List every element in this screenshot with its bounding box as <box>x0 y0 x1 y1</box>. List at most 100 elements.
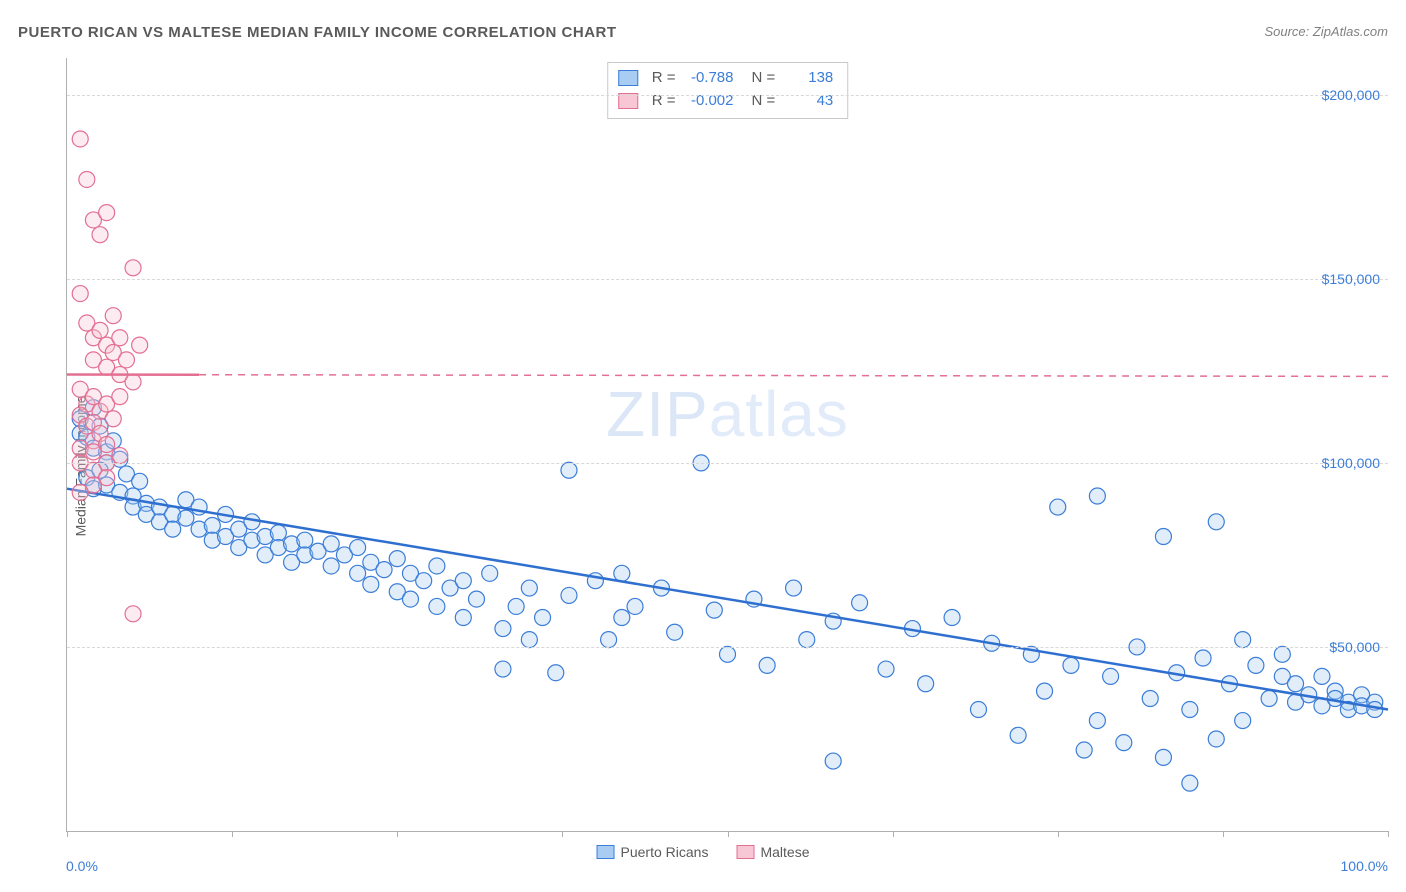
data-point <box>1076 742 1092 758</box>
data-point <box>1208 731 1224 747</box>
data-point <box>1248 657 1264 673</box>
data-point <box>112 389 128 405</box>
data-point <box>1182 702 1198 718</box>
x-axis-min-label: 0.0% <box>66 858 98 874</box>
data-point <box>1116 735 1132 751</box>
data-point <box>297 532 313 548</box>
data-point <box>614 565 630 581</box>
data-point <box>720 646 736 662</box>
source-attribution: Source: ZipAtlas.com <box>1264 24 1388 39</box>
data-point <box>1010 727 1026 743</box>
data-point <box>244 514 260 530</box>
data-point <box>627 598 643 614</box>
data-point <box>376 562 392 578</box>
y-tick-label: $150,000 <box>1322 271 1380 287</box>
data-point <box>105 411 121 427</box>
data-point <box>535 610 551 626</box>
data-point <box>495 621 511 637</box>
data-point <box>482 565 498 581</box>
data-point <box>469 591 485 607</box>
data-point <box>1261 690 1277 706</box>
data-point <box>125 606 141 622</box>
x-tick <box>562 831 563 837</box>
data-point <box>508 598 524 614</box>
data-point <box>759 657 775 673</box>
data-point <box>1288 676 1304 692</box>
legend-item: Maltese <box>736 844 809 860</box>
data-point <box>706 602 722 618</box>
data-point <box>1367 702 1383 718</box>
data-point <box>970 702 986 718</box>
data-point <box>878 661 894 677</box>
data-point <box>402 591 418 607</box>
series-legend: Puerto Ricans Maltese <box>597 844 810 860</box>
x-axis-max-label: 100.0% <box>1341 858 1388 874</box>
trend-line <box>199 375 1388 377</box>
x-tick <box>728 831 729 837</box>
legend-item: Puerto Ricans <box>597 844 709 860</box>
data-point <box>495 661 511 677</box>
legend-label: Maltese <box>760 844 809 860</box>
legend-swatch <box>597 845 615 859</box>
data-point <box>561 587 577 603</box>
data-point <box>72 286 88 302</box>
data-point <box>601 632 617 648</box>
data-point <box>323 536 339 552</box>
data-point <box>416 573 432 589</box>
data-point <box>1182 775 1198 791</box>
x-tick <box>397 831 398 837</box>
data-point <box>112 448 128 464</box>
data-point <box>1155 749 1171 765</box>
data-point <box>521 580 537 596</box>
data-point <box>429 598 445 614</box>
data-point <box>799 632 815 648</box>
data-point <box>1314 668 1330 684</box>
data-point <box>561 462 577 478</box>
data-point <box>1050 499 1066 515</box>
data-point <box>1195 650 1211 666</box>
x-tick <box>232 831 233 837</box>
data-point <box>614 610 630 626</box>
data-point <box>132 473 148 489</box>
plot-area: ZIPatlas R =-0.788N =138R =-0.002N =43 $… <box>66 58 1388 832</box>
data-point <box>204 517 220 533</box>
data-point <box>825 753 841 769</box>
y-tick-label: $100,000 <box>1322 455 1380 471</box>
data-point <box>1037 683 1053 699</box>
data-point <box>1208 514 1224 530</box>
data-point <box>1063 657 1079 673</box>
data-point <box>105 308 121 324</box>
data-point <box>72 131 88 147</box>
gridline <box>67 279 1388 280</box>
data-point <box>85 444 101 460</box>
trend-line <box>67 489 1388 710</box>
data-point <box>92 227 108 243</box>
data-point <box>389 551 405 567</box>
data-point <box>363 576 379 592</box>
data-point <box>429 558 445 574</box>
y-tick-label: $50,000 <box>1329 639 1380 655</box>
legend-label: Puerto Ricans <box>621 844 709 860</box>
data-point <box>786 580 802 596</box>
data-point <box>521 632 537 648</box>
scatter-svg <box>67 58 1388 831</box>
x-tick <box>1223 831 1224 837</box>
data-point <box>125 260 141 276</box>
data-point <box>667 624 683 640</box>
data-point <box>350 540 366 556</box>
gridline <box>67 463 1388 464</box>
data-point <box>1155 529 1171 545</box>
data-point <box>918 676 934 692</box>
data-point <box>455 573 471 589</box>
legend-swatch <box>736 845 754 859</box>
data-point <box>165 521 181 537</box>
x-tick <box>1388 831 1389 837</box>
gridline <box>67 95 1388 96</box>
data-point <box>852 595 868 611</box>
data-point <box>944 610 960 626</box>
data-point <box>125 374 141 390</box>
data-point <box>178 510 194 526</box>
data-point <box>132 337 148 353</box>
data-point <box>323 558 339 574</box>
data-point <box>1089 488 1105 504</box>
